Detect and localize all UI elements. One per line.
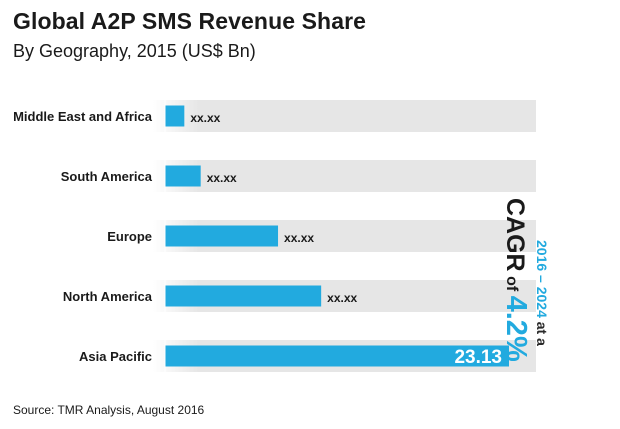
bar (165, 165, 201, 187)
category-label: Asia Pacific (79, 349, 152, 364)
category-label: Europe (107, 229, 152, 244)
cagr-period: 2016 – 2024 (534, 240, 550, 318)
data-label: 23.13 (454, 347, 502, 368)
bar (165, 285, 322, 307)
data-label: xx.xx (207, 171, 237, 185)
data-label: xx.xx (190, 111, 220, 125)
category-label: Middle East and Africa (13, 109, 153, 124)
cagr-at-a: at a (534, 321, 550, 346)
category-label: South America (61, 169, 153, 184)
bar (165, 105, 185, 127)
bar-track (153, 160, 536, 192)
bar (165, 345, 509, 367)
chart-title: Global A2P SMS Revenue Share (13, 8, 367, 34)
data-label: xx.xx (327, 291, 357, 305)
bar (165, 225, 279, 247)
data-label: xx.xx (284, 231, 314, 245)
bar-track (153, 100, 536, 132)
source-note: Source: TMR Analysis, August 2016 (13, 403, 205, 417)
cagr-of: of (503, 276, 520, 292)
cagr-rate: 4.2% (500, 295, 532, 362)
cagr-label: CAGR (501, 198, 529, 272)
chart-subtitle: By Geography, 2015 (US$ Bn) (13, 41, 256, 61)
category-label: North America (63, 289, 153, 304)
cagr-callout: 2016 – 2024 at a CAGR of 4.2% (495, 198, 551, 410)
